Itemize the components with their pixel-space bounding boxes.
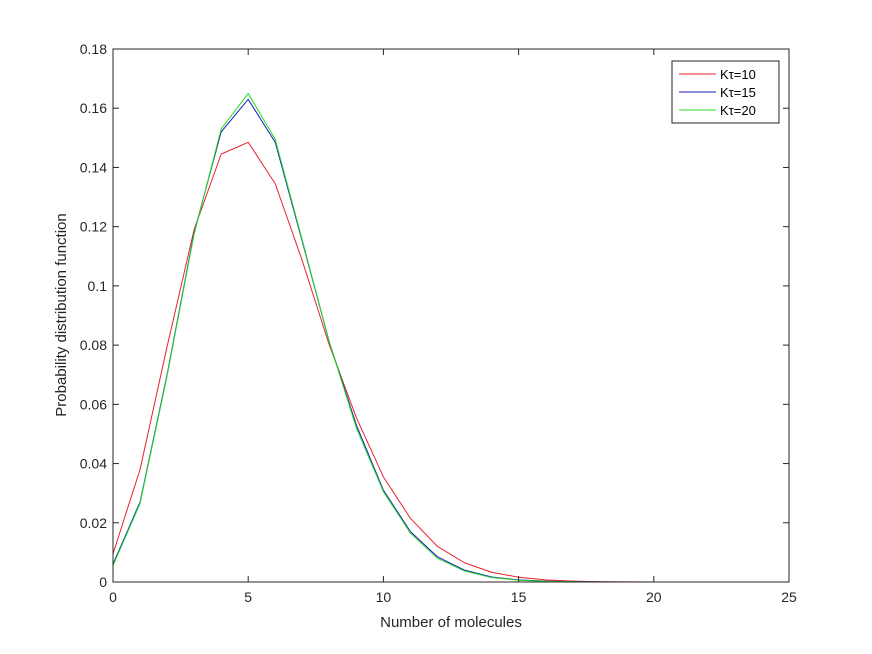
y-tick-label: 0.06 <box>80 396 107 412</box>
y-tick-label: 0.12 <box>80 219 107 235</box>
x-axis: 0 5 10 15 20 25 <box>109 49 797 605</box>
y-tick-label: 0.04 <box>80 456 107 472</box>
legend: Kτ=10 Kτ=15 Kτ=20 <box>671 60 780 124</box>
legend-label-3: Kτ=20 <box>720 103 756 118</box>
y-axis-label: Probability distribution function <box>53 213 70 416</box>
plot-frame <box>112 48 790 583</box>
y-tick-label: 0.18 <box>80 41 107 57</box>
x-tick-label: 10 <box>376 589 392 605</box>
plot-background <box>113 49 789 582</box>
x-tick-label: 15 <box>511 589 527 605</box>
x-tick-label: 0 <box>109 589 117 605</box>
x-tick-label: 25 <box>781 589 797 605</box>
x-tick-label: 20 <box>646 589 662 605</box>
x-tick-label: 5 <box>244 589 252 605</box>
y-tick-label: 0.02 <box>80 515 107 531</box>
y-tick-label: 0.1 <box>88 278 108 294</box>
y-tick-label: 0 <box>99 574 107 590</box>
legend-label-2: Kτ=15 <box>720 85 756 100</box>
y-tick-label: 0.16 <box>80 100 107 116</box>
y-tick-label: 0.14 <box>80 159 107 175</box>
y-tick-label: 0.08 <box>80 337 107 353</box>
y-axis: 0 0.02 0.04 0.06 0.08 0.1 0.12 0.14 0.16 0.18 <box>80 41 789 590</box>
x-axis-label: Number of molecules <box>380 614 522 631</box>
legend-label-1: Kτ=10 <box>720 67 756 82</box>
